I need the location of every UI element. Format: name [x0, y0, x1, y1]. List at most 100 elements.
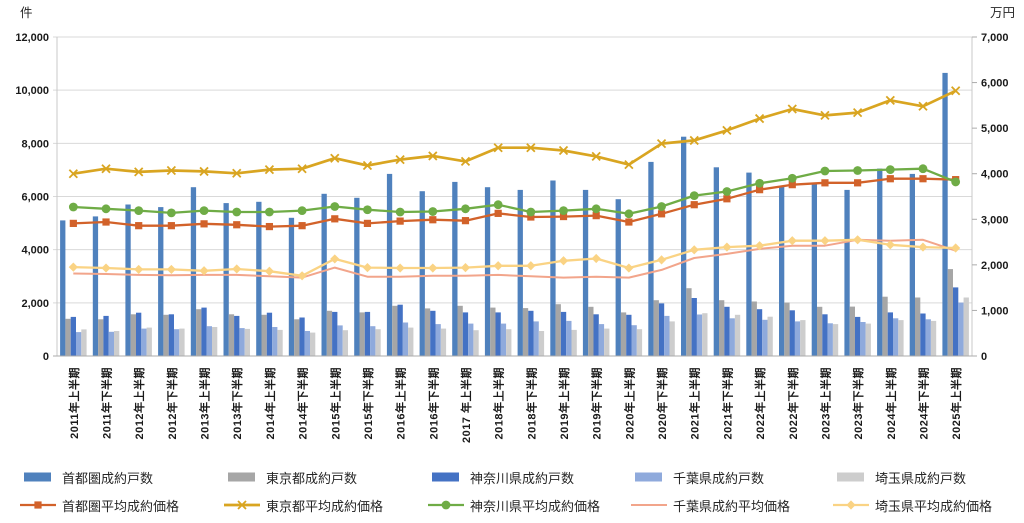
x-axis-label: 2021年下半期 — [720, 367, 734, 439]
line — [73, 238, 956, 277]
bar — [582, 189, 589, 356]
x-axis-label: 2013年上半期 — [198, 367, 212, 439]
x-axis-label: 2011年下半期 — [100, 367, 114, 439]
x-axis-label: 2017 年上半期 — [459, 367, 473, 443]
bar — [849, 306, 855, 356]
diamond-marker — [199, 266, 209, 276]
x-axis-label: 2020年上半期 — [622, 367, 636, 439]
bar — [130, 314, 136, 356]
bar — [506, 329, 512, 356]
bar — [626, 314, 632, 356]
right-axis-unit-label: 万円 — [990, 6, 1015, 20]
left-axis-tick-label: 2,000 — [21, 298, 49, 310]
bar — [359, 312, 365, 356]
diamond-marker — [951, 243, 961, 253]
square-marker — [233, 221, 241, 229]
x-marker — [264, 164, 275, 175]
bar — [865, 323, 871, 356]
x-axis-label: 2023年上半期 — [818, 367, 832, 439]
legend-label: 千葉県成約平均価格 — [673, 498, 791, 514]
square-marker — [34, 501, 42, 509]
bar — [244, 328, 250, 356]
legend-item-bar-3: 千葉県成約戸数 — [631, 469, 764, 486]
legend-bar-swatch — [837, 472, 864, 482]
bar — [898, 320, 904, 356]
bar — [430, 310, 436, 356]
bar — [402, 322, 409, 356]
diamond-marker — [232, 264, 242, 274]
square-marker — [298, 222, 306, 230]
x-marker — [101, 164, 111, 174]
left-axis-unit-label: 件 — [20, 6, 33, 20]
swatch-rect — [24, 472, 51, 482]
right-axis-tick-label: 3,000 — [981, 214, 1009, 226]
bar — [484, 187, 491, 356]
bar — [571, 329, 577, 356]
bar — [887, 312, 893, 356]
diamond-marker — [591, 253, 601, 264]
bar — [566, 320, 572, 356]
bar-series-3 — [76, 302, 964, 356]
bar — [337, 325, 343, 356]
bar — [653, 300, 659, 356]
bar — [342, 330, 348, 356]
bar — [310, 332, 316, 356]
bar — [522, 308, 529, 356]
bar — [364, 311, 371, 356]
circle-marker — [330, 202, 340, 211]
line-series-1 — [68, 86, 961, 179]
circle-marker — [461, 204, 470, 214]
bar — [696, 314, 703, 356]
diamond-marker — [330, 254, 340, 264]
bar — [370, 326, 376, 356]
square-marker — [723, 195, 731, 203]
square-marker — [494, 209, 502, 217]
square-marker — [200, 220, 208, 228]
bar — [855, 316, 861, 356]
swatch-rect — [635, 472, 662, 482]
bar — [784, 302, 790, 356]
legend-item-line-4: 埼玉県平均成約価格 — [833, 497, 992, 514]
x-axis-label: 2018年上半期 — [492, 367, 506, 439]
diamond-marker — [656, 255, 667, 265]
legend-label: 神奈川県平均成約価格 — [470, 498, 601, 514]
circle-marker — [493, 200, 503, 210]
legend-line-swatch — [428, 500, 464, 510]
x-axis-label: 2014年下半期 — [296, 367, 310, 439]
x-axis-label: 2021年上半期 — [688, 367, 702, 439]
bar — [174, 329, 180, 356]
bar — [272, 327, 278, 356]
x-marker — [558, 145, 569, 156]
x-axis-label: 2022年下半期 — [786, 367, 800, 439]
right-axis-tick-label: 0 — [981, 351, 987, 363]
legend-item-line-3: 千葉県成約平均価格 — [631, 497, 791, 514]
legend-item-line-1: 東京都平均成約価格 — [224, 497, 383, 514]
bar — [435, 324, 441, 356]
square-marker — [135, 222, 143, 230]
square-marker — [167, 222, 175, 230]
bar — [811, 183, 817, 356]
legend-line-swatch — [224, 500, 260, 510]
legend-item-line-2: 神奈川県平均成約価格 — [428, 497, 601, 514]
x-axis-label: 2024年下半期 — [916, 367, 930, 439]
diamond-marker — [428, 263, 438, 273]
square-marker — [919, 175, 927, 183]
diamond-marker — [885, 240, 895, 250]
diamond-marker — [493, 261, 503, 271]
bar — [136, 312, 142, 356]
circle-marker — [657, 202, 666, 211]
bar — [963, 297, 969, 356]
legend-item-bar-2: 神奈川県成約戸数 — [428, 469, 574, 486]
bar — [827, 323, 833, 356]
right-axis-tick-label: 2,000 — [981, 260, 1009, 272]
x-axis-label: 2019年下半期 — [590, 367, 604, 439]
bar — [468, 323, 474, 356]
diamond-marker — [101, 263, 111, 273]
x-marker — [428, 151, 438, 161]
bar — [158, 207, 164, 356]
x-marker — [362, 160, 373, 171]
x-marker — [951, 86, 961, 96]
line — [73, 167, 957, 215]
bar — [860, 322, 866, 356]
bar — [555, 304, 561, 356]
